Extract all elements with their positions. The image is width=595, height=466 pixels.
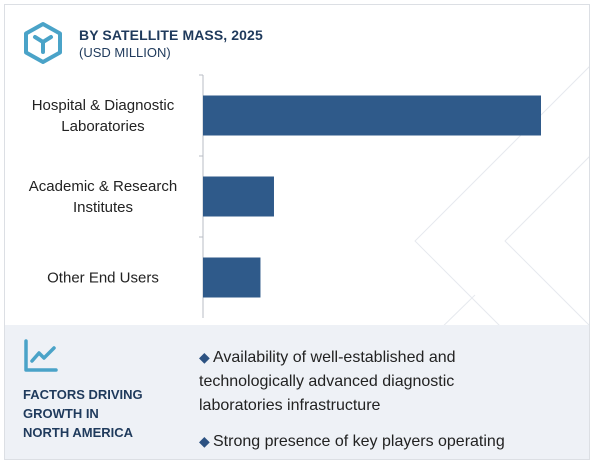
bar-2: [203, 176, 274, 217]
trend-line-icon: [24, 339, 58, 372]
diamond-bullet-icon: ◆: [199, 433, 210, 449]
category-label-3: Other End Users: [47, 270, 159, 287]
chart-title: BY SATELLITE MASS, 2025: [79, 27, 263, 43]
cube-logo-icon: [24, 22, 62, 64]
bar-chart: Hospital & Diagnostic Laboratories Academi…: [29, 74, 541, 318]
category-label-1: Hospital & Diagnostic Laboratories: [32, 97, 175, 135]
factors-title: FACTORS DRIVING GROWTH IN NORTH AMERICA: [23, 387, 143, 440]
factor-item-2: ◆ Strong presence of key players operatin…: [199, 429, 505, 454]
bar-3: [203, 257, 261, 298]
factor-text-1: Availability of well-established and tec…: [199, 349, 456, 414]
diamond-bullet-icon: ◆: [199, 349, 210, 365]
factor-text-2: Strong presence of key players operating: [213, 433, 505, 450]
factor-item-1: ◆ Availability of well-established and te…: [199, 345, 456, 418]
factors-panel: FACTORS DRIVING GROWTH IN NORTH AMERICA …: [5, 325, 589, 459]
infographic-card: BY SATELLITE MASS, 2025 (USD MILLION) Ho…: [4, 4, 590, 460]
chart-subtitle: (USD MILLION): [79, 45, 171, 60]
category-label-2: Academic & Research Institutes: [29, 178, 177, 216]
bar-1: [203, 95, 541, 136]
